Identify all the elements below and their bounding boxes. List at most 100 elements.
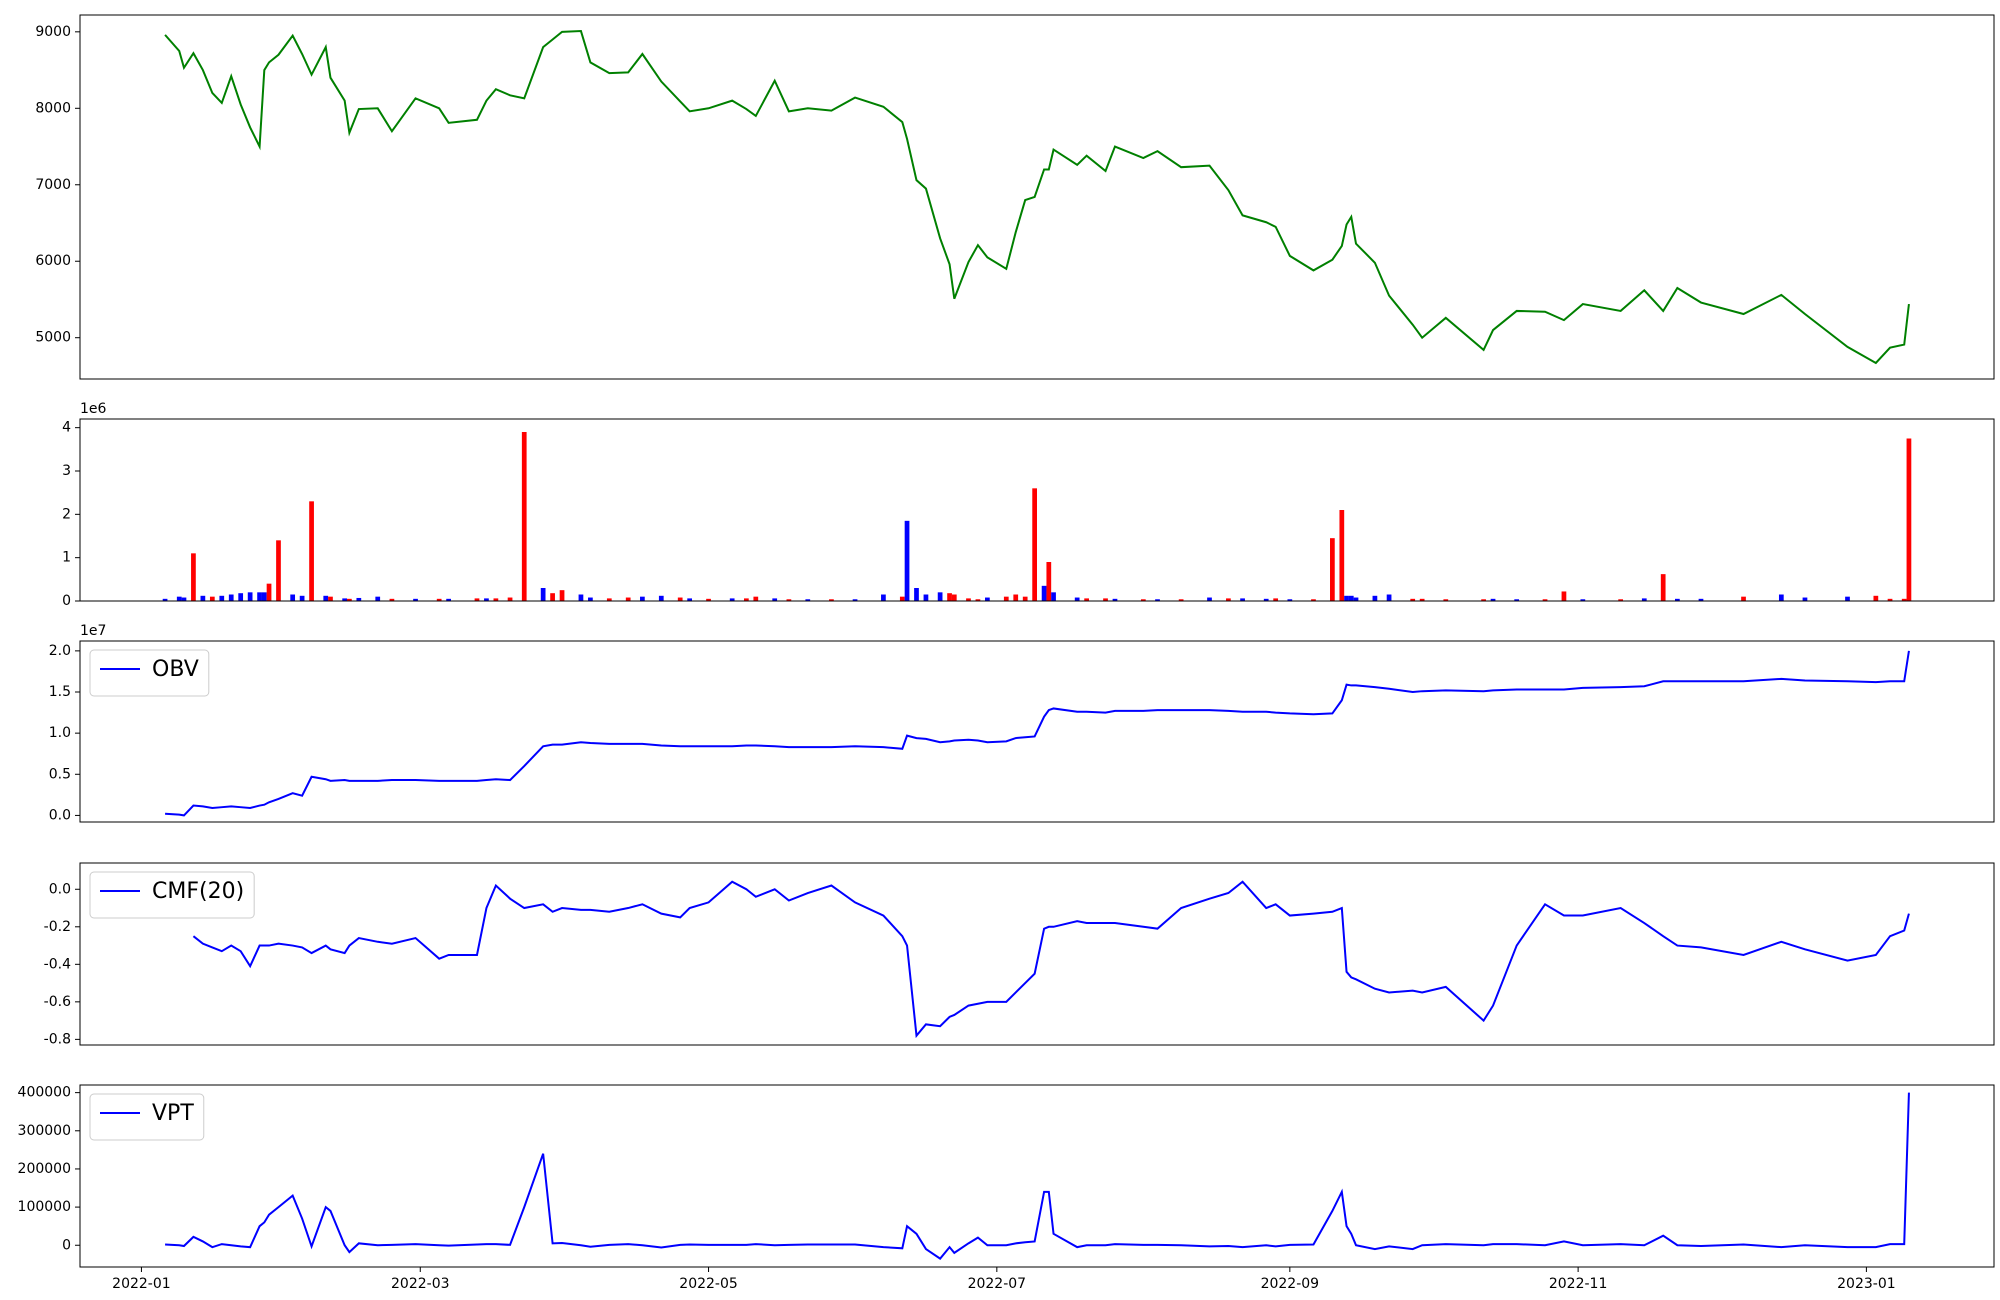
y-tick-label: 300000: [18, 1123, 71, 1139]
volume-bar: [276, 540, 281, 601]
volume-bar: [228, 594, 234, 601]
y-tick-label: 0.0: [49, 807, 71, 823]
axis-offset-label: 1e7: [80, 623, 106, 639]
volume-bar: [786, 599, 792, 601]
line-series: [192, 880, 1910, 1039]
volume-bar: [1887, 598, 1893, 601]
y-tick-label: -0.4: [44, 956, 71, 972]
volume-bar: [1330, 538, 1335, 601]
volume-bar: [1481, 599, 1486, 601]
volume-bar: [1339, 510, 1345, 601]
volume-bar: [209, 596, 215, 601]
axes-frame: [79, 640, 1995, 823]
volume-bar: [1263, 598, 1269, 601]
volume-bar: [772, 598, 778, 601]
volume-bar: [914, 588, 919, 601]
volume-bar: [1845, 596, 1850, 601]
volume-bar: [881, 594, 886, 601]
volume-bar: [299, 595, 305, 601]
volume-bar: [1698, 598, 1704, 601]
volume-bar: [1410, 598, 1416, 601]
volume-bar: [162, 598, 168, 601]
volume-bar: [1003, 596, 1009, 601]
volume-bar: [484, 598, 489, 601]
volume-bar: [899, 596, 905, 601]
y-tick-label: 400000: [18, 1085, 71, 1101]
volume-bar: [588, 597, 593, 601]
volume-bar: [975, 599, 981, 601]
volume-bar: [413, 598, 418, 601]
axes-frame: [79, 418, 1995, 602]
volume-bar: [1207, 597, 1212, 601]
volume-bar: [1022, 596, 1028, 601]
volume-bar: [1041, 585, 1047, 601]
volume-bar: [1084, 598, 1089, 601]
y-tick-label: 1.5: [49, 684, 71, 700]
y-tick-label: 5000: [35, 330, 71, 346]
line-series: [165, 650, 1910, 817]
legend: OBV: [89, 649, 210, 697]
volume-bar: [550, 593, 555, 601]
legend-label: VPT: [152, 1101, 194, 1126]
axes-frame: [79, 14, 1995, 380]
legend-box: [89, 1093, 205, 1141]
x-tick-label: 2022-09: [1261, 1276, 1320, 1292]
volume-bar: [1419, 598, 1425, 601]
volume-bar: [493, 598, 499, 601]
axis-offset-label: 1e6: [80, 401, 107, 417]
x-tick-label: 2023-01: [1837, 1276, 1896, 1292]
volume-bar: [1240, 598, 1245, 601]
volume-bar: [1443, 599, 1449, 601]
volume-bar: [375, 596, 381, 601]
volume-bar: [658, 595, 664, 601]
volume-bar: [1906, 438, 1912, 601]
volume-bar: [1051, 592, 1056, 601]
x-tick-label: 2022-03: [391, 1276, 450, 1292]
x-tick-label: 2022-07: [968, 1276, 1027, 1292]
y-tick-label: 0.0: [49, 881, 71, 897]
volume-bar: [1386, 594, 1392, 601]
volume-bar: [687, 598, 693, 601]
y-tick-label: -0.2: [44, 919, 71, 935]
volume-bar: [191, 553, 196, 601]
volume-bar: [446, 598, 451, 601]
volume-bar: [389, 598, 395, 601]
volume-bar: [706, 598, 711, 601]
volume-bar: [606, 598, 612, 601]
volume-bar: [625, 597, 631, 601]
volume-bar: [347, 598, 352, 601]
volume-bar: [852, 599, 858, 601]
volume-bar: [1112, 598, 1118, 601]
y-tick-label: -0.8: [44, 1031, 71, 1047]
y-tick-label: 0.5: [49, 766, 71, 782]
volume-bar: [985, 597, 990, 601]
volume-bar: [1344, 595, 1349, 601]
y-tick-label: 8000: [35, 100, 71, 116]
volume-bar: [951, 594, 957, 601]
volume-bar: [677, 597, 683, 601]
volume-bar: [1311, 599, 1316, 601]
legend: VPT: [89, 1093, 205, 1141]
panel: 0 1 2 3 4 1e6: [62, 401, 1995, 609]
volume-bar: [507, 597, 513, 601]
volume-bar: [1561, 591, 1567, 601]
volume-bar: [829, 599, 834, 601]
x-tick-label: 2022-05: [679, 1276, 738, 1292]
volume-bar: [1287, 599, 1293, 601]
volume-bar: [753, 596, 759, 601]
volume-bar: [342, 598, 348, 601]
volume-bar: [729, 598, 735, 601]
volume-bar: [521, 432, 527, 601]
volume-bar: [966, 598, 971, 601]
volume-bar: [904, 520, 910, 601]
y-tick-label: -0.6: [44, 994, 71, 1010]
volume-bar: [640, 596, 645, 601]
volume-bar: [559, 590, 565, 601]
volume-bar: [1542, 599, 1548, 601]
volume-bar: [947, 593, 952, 601]
legend-label: CMF(20): [152, 879, 244, 904]
volume-bar: [290, 594, 296, 601]
y-tick-label: 0: [62, 593, 71, 609]
